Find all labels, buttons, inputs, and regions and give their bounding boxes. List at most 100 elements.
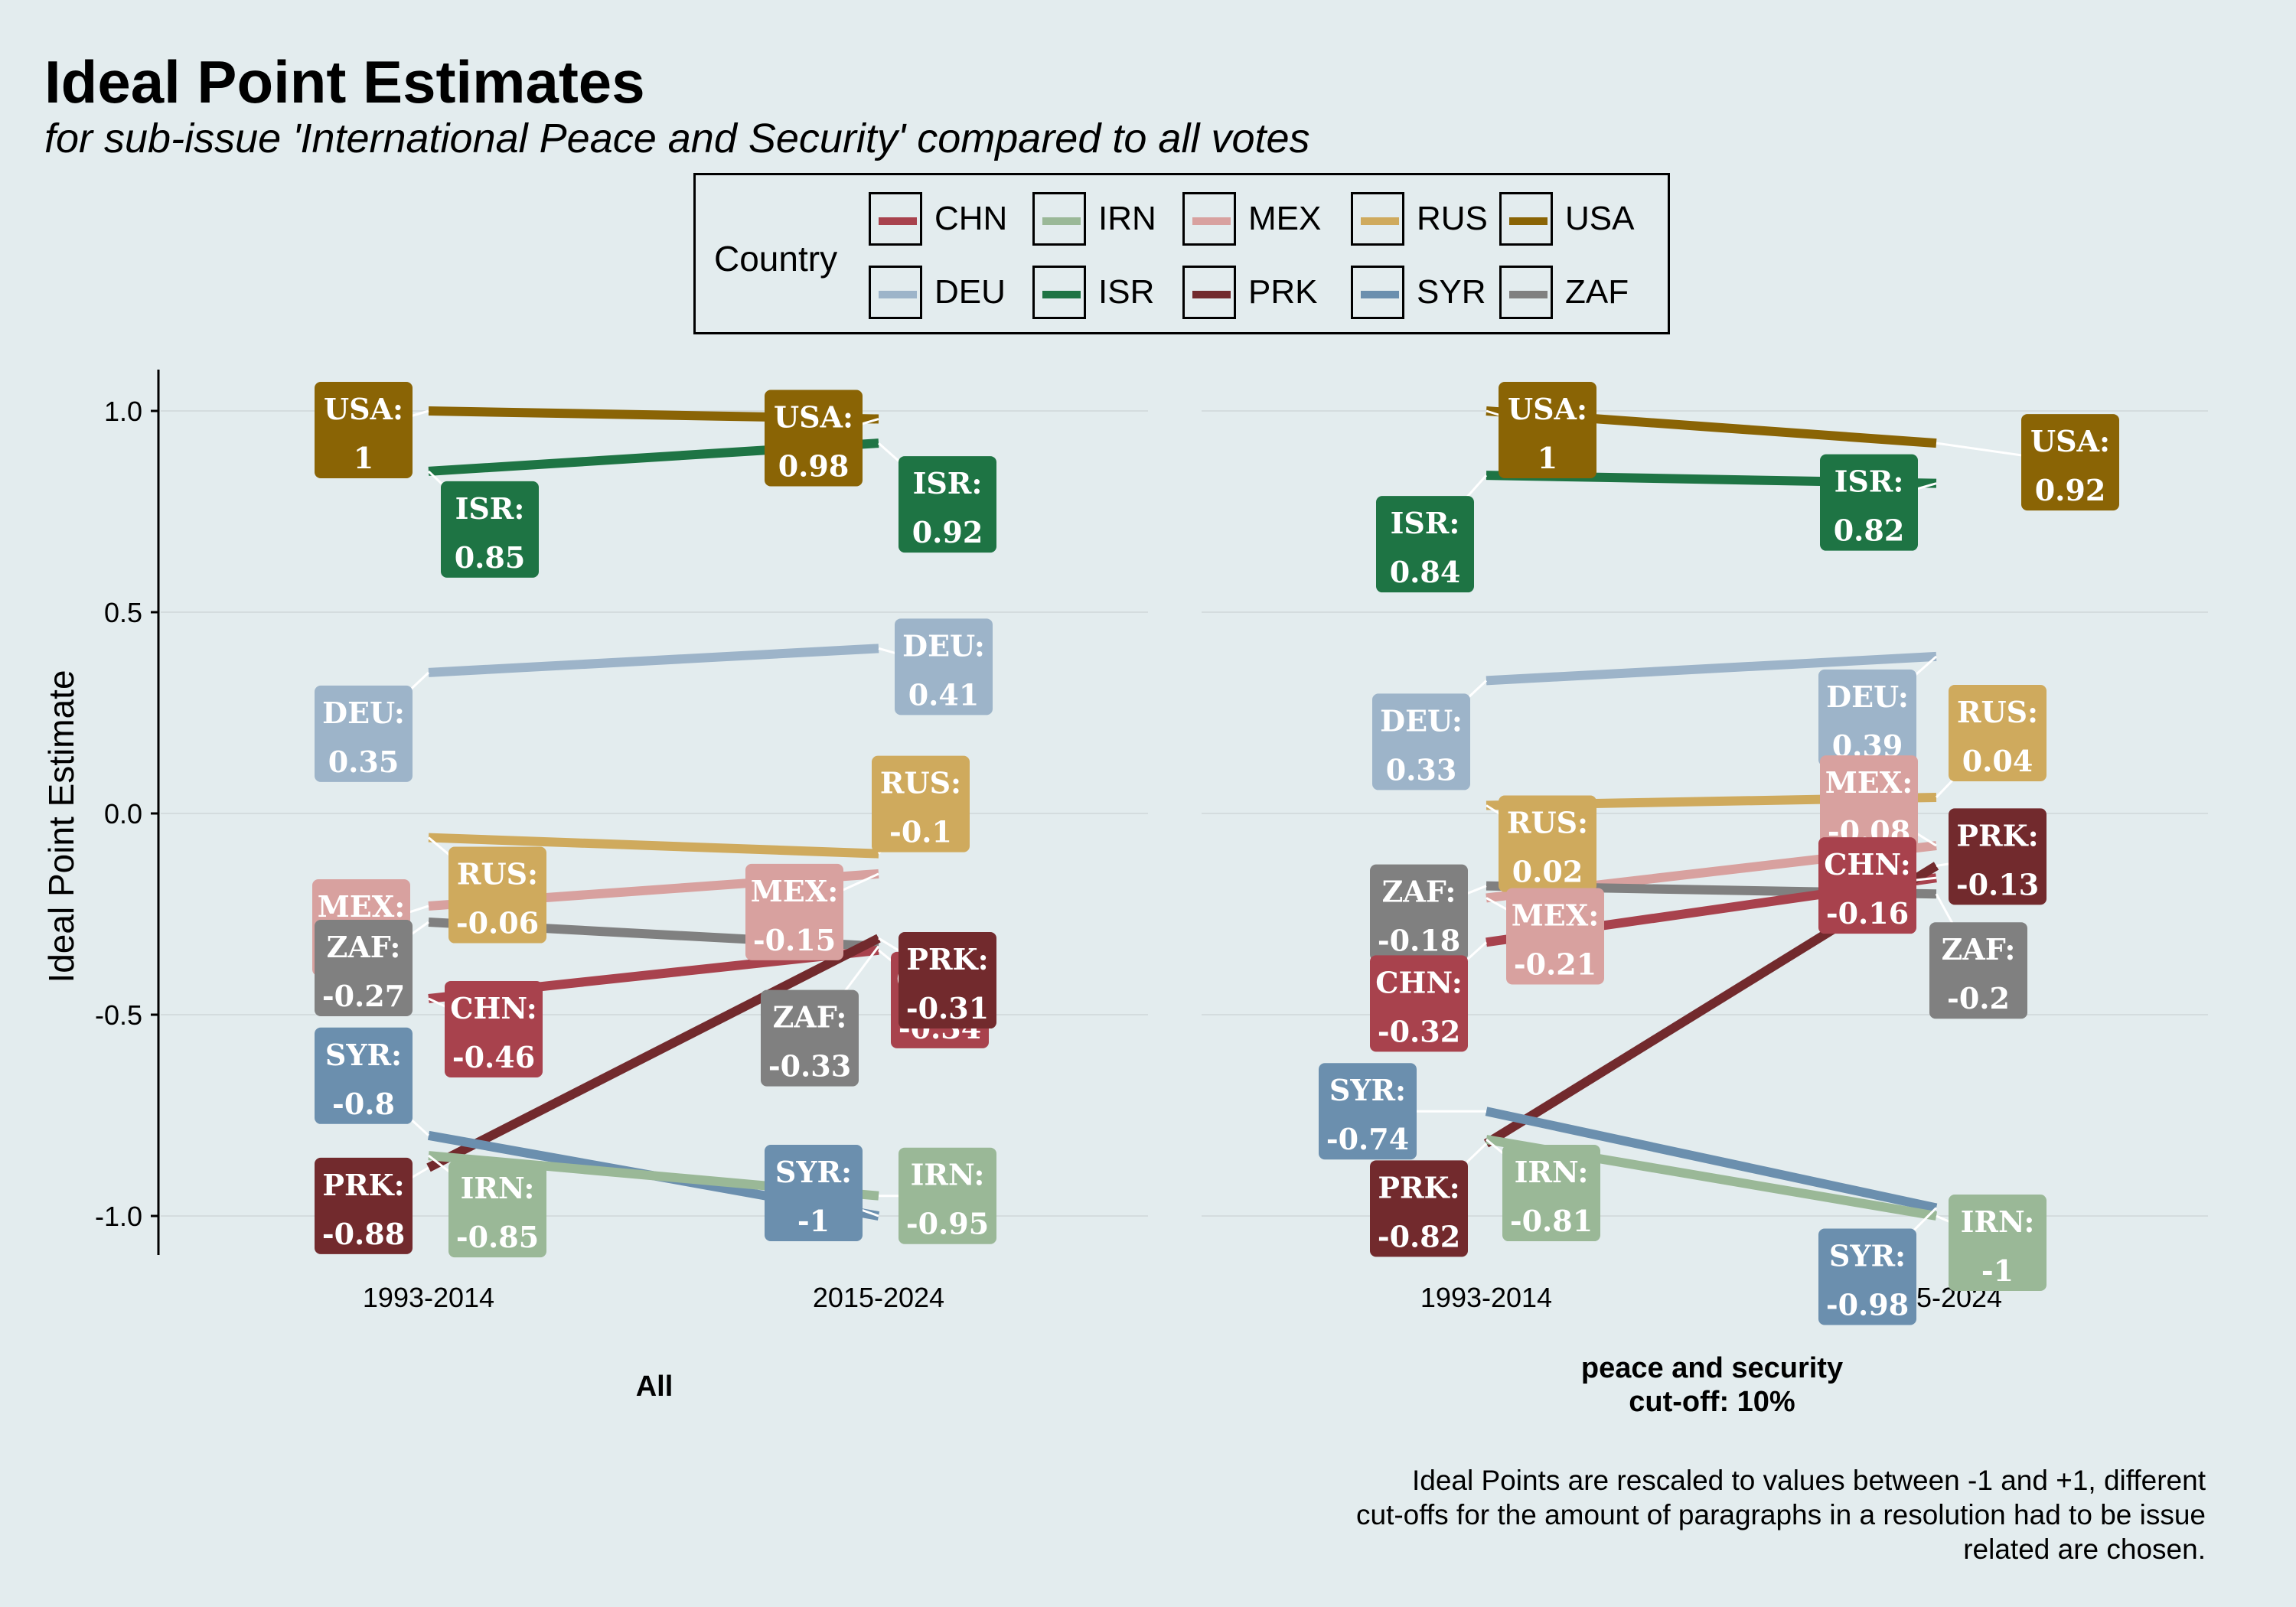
data-label-country: IRN: (461, 1171, 535, 1205)
y-tick-label: 0.0 (104, 798, 142, 830)
data-label-box (1949, 684, 2047, 781)
data-label-country: RUS: (1507, 805, 1588, 839)
data-label-country: USA: (324, 392, 403, 426)
facet-label-all: All (636, 1370, 673, 1403)
data-label-value: -0.18 (1378, 924, 1460, 958)
data-label-country: USA: (1508, 392, 1587, 426)
data-label-box (1820, 454, 1918, 551)
data-label-box (1370, 955, 1468, 1052)
data-label-value: -0.95 (906, 1207, 989, 1241)
data-label-country: DEU: (322, 696, 405, 730)
legend-swatch (1361, 291, 1399, 298)
data-label-box (1818, 837, 1916, 934)
data-label-value: -0.27 (322, 979, 405, 1013)
data-label-box (761, 989, 859, 1087)
legend-swatch (879, 217, 917, 225)
data-label-value: 0.92 (912, 515, 983, 549)
data-label-box (1929, 922, 2027, 1019)
data-label-value: 0.41 (908, 677, 980, 712)
data-label-box (1499, 795, 1596, 892)
y-tick-label: 1.0 (104, 396, 142, 427)
data-label-country: CHN: (1375, 965, 1463, 999)
y-tick-label: -0.5 (95, 999, 142, 1031)
data-label-value: -0.74 (1326, 1122, 1409, 1156)
data-label-value: -0.33 (768, 1049, 851, 1084)
data-label-box (1820, 755, 1918, 852)
legend-swatch (1042, 217, 1081, 225)
data-label-value: 0.33 (1386, 752, 1457, 787)
legend-title: Country (714, 239, 838, 279)
facet-label-line: All (635, 1371, 673, 1403)
data-label-value: 0.82 (1834, 513, 1905, 548)
data-label-box (315, 1157, 413, 1254)
legend-key (1182, 266, 1236, 319)
data-label-box (1949, 1195, 2047, 1291)
legend-key (869, 192, 922, 246)
data-label-country: RUS: (1957, 695, 2038, 729)
data-label-value: 1 (1538, 441, 1557, 475)
legend-swatch (1192, 291, 1231, 298)
chart-subtitle: for sub-issue 'International Peace and S… (44, 116, 1310, 161)
data-label-value: 0.35 (328, 745, 400, 779)
data-label-box (2021, 414, 2119, 511)
caption-line: cut-offs for the amount of paragraphs in… (1356, 1499, 2206, 1530)
data-label-country: USA: (774, 400, 853, 435)
data-label-box (315, 685, 413, 782)
data-label-box (1376, 496, 1474, 593)
data-label-box (899, 932, 996, 1029)
data-label-box (441, 481, 539, 578)
facet-label-line: cut-off: 10% (1629, 1386, 1795, 1418)
data-label-country: CHN: (1824, 847, 1911, 882)
data-label-box (448, 846, 546, 944)
legend-swatch (1509, 291, 1548, 298)
data-label-country: CHN: (450, 991, 537, 1025)
data-label-country: MEX: (1825, 765, 1913, 800)
data-label-value: -0.15 (753, 923, 836, 957)
legend-label: DEU (934, 273, 1006, 311)
legend-swatch (1361, 217, 1399, 225)
data-label-value: -0.98 (1826, 1287, 1909, 1322)
data-label-value: 0.92 (2035, 473, 2106, 507)
legend-label: SYR (1417, 273, 1486, 311)
data-label-box (1499, 382, 1596, 478)
data-label-value: -1 (797, 1204, 830, 1238)
legend-label: MEX (1248, 200, 1322, 237)
data-label-country: ZAF: (1382, 875, 1456, 909)
data-label-country: MEX: (1512, 898, 1600, 932)
data-label-value: -0.21 (1514, 947, 1596, 981)
x-tick-label: 2015-2024 (813, 1282, 944, 1313)
legend-label: IRN (1098, 200, 1156, 237)
data-label-value: 1 (354, 441, 373, 475)
data-label-box (899, 456, 996, 553)
data-label-box (899, 1147, 996, 1244)
series-line-rus (428, 833, 879, 859)
data-label-value: -0.31 (906, 991, 989, 1025)
data-label-value: -0.82 (1378, 1219, 1460, 1253)
data-label-country: DEU: (1380, 703, 1463, 738)
data-label-box (1506, 888, 1604, 985)
data-label-value: -0.2 (1947, 981, 2010, 1015)
data-label-country: ISR: (1391, 506, 1460, 540)
chart-title: Ideal Point Estimates (44, 48, 645, 116)
data-label-value: -0.06 (456, 906, 539, 940)
legend-label: ISR (1098, 273, 1155, 311)
data-label-country: PRK: (906, 942, 988, 976)
facet-label-peace-security: peace and security cut-off: 10% (1581, 1351, 1843, 1419)
data-label-box (315, 1027, 413, 1124)
data-label-box (315, 382, 413, 478)
series-line-deu (1486, 651, 1937, 686)
legend-label: ZAF (1565, 273, 1629, 311)
data-label-country: MEX: (751, 874, 839, 908)
data-label-country: SYR: (325, 1038, 402, 1072)
data-label-country: RUS: (880, 766, 961, 800)
data-label-box (1949, 808, 2047, 905)
facet-label-line: peace and security (1580, 1352, 1844, 1384)
data-label-box (448, 1161, 546, 1258)
data-label-box (1502, 1145, 1600, 1242)
data-label-country: RUS: (457, 857, 538, 892)
data-label-box (445, 980, 543, 1077)
data-label-country: PRK: (322, 1168, 404, 1202)
legend-key (1182, 192, 1236, 246)
data-label-country: PRK: (1956, 818, 2038, 852)
